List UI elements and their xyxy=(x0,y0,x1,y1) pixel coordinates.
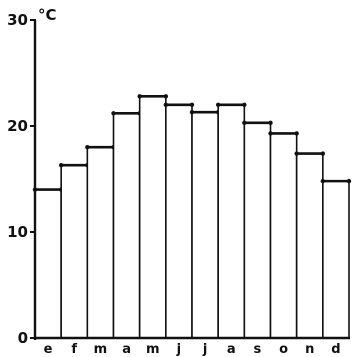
x-tick-label-8: a xyxy=(227,342,236,357)
x-tick-label-3: m xyxy=(94,342,108,357)
bar-corner-dot-6-1 xyxy=(163,102,169,108)
bar-corner-dot-8-2 xyxy=(242,102,247,108)
bar-4 xyxy=(112,112,141,339)
bar-8 xyxy=(217,104,246,339)
bars-group xyxy=(32,94,352,339)
y-tick-label-3: 20 xyxy=(7,117,28,135)
x-tick-label-12: d xyxy=(331,342,340,357)
bar-corner-dot-9-1 xyxy=(242,120,247,126)
y-ticks-group: 0 10 20 30 xyxy=(7,11,36,347)
x-tick-label-11: n xyxy=(305,342,314,357)
bar-corner-dot-5-2 xyxy=(163,94,169,99)
bar-corner-dot-11-2 xyxy=(320,151,326,156)
x-tick-label-2: f xyxy=(71,342,77,357)
y-axis-unit-label: °C xyxy=(38,6,57,24)
x-tick-label-9: s xyxy=(254,342,262,357)
bar-corner-dot-5-1 xyxy=(137,94,142,99)
bar-3 xyxy=(86,146,115,339)
bar-10 xyxy=(269,132,298,339)
bar-corner-dot-2-1 xyxy=(58,163,64,168)
axes-group xyxy=(33,20,350,340)
bar-corner-dot-10-2 xyxy=(294,131,299,136)
bar-11 xyxy=(295,152,324,339)
bar-2 xyxy=(60,164,89,339)
x-tick-label-1: e xyxy=(44,342,53,357)
y-tick-label-2: 10 xyxy=(7,223,28,241)
bar-corner-dot-7-1 xyxy=(189,110,195,115)
bar-5 xyxy=(138,95,167,339)
x-tick-label-4: a xyxy=(122,342,131,357)
y-tick-label-1: 0 xyxy=(18,329,28,347)
bar-corner-dot-12-2 xyxy=(346,178,352,184)
bar-corner-dot-10-1 xyxy=(268,131,273,136)
x-tick-label-7: j xyxy=(202,342,207,357)
bar-corner-dot-11-1 xyxy=(294,151,299,156)
bar-6 xyxy=(165,104,193,339)
bar-9 xyxy=(243,122,272,339)
bar-7 xyxy=(191,111,219,339)
bar-corner-dot-6-2 xyxy=(189,102,195,108)
bar-corner-dot-3-1 xyxy=(85,145,90,150)
bar-corner-dot-12-1 xyxy=(320,178,326,184)
x-tick-label-5: m xyxy=(146,342,160,357)
x-tick-label-6: j xyxy=(176,342,181,357)
x-tick-label-10: o xyxy=(279,342,288,357)
bar-corner-dot-8-1 xyxy=(215,102,221,108)
bar-12 xyxy=(322,180,350,339)
y-tick-label-4: 30 xyxy=(7,11,28,29)
bar-corner-dot-9-2 xyxy=(268,120,273,126)
bar-corner-dot-4-1 xyxy=(111,111,116,116)
bar-1 xyxy=(34,188,62,339)
